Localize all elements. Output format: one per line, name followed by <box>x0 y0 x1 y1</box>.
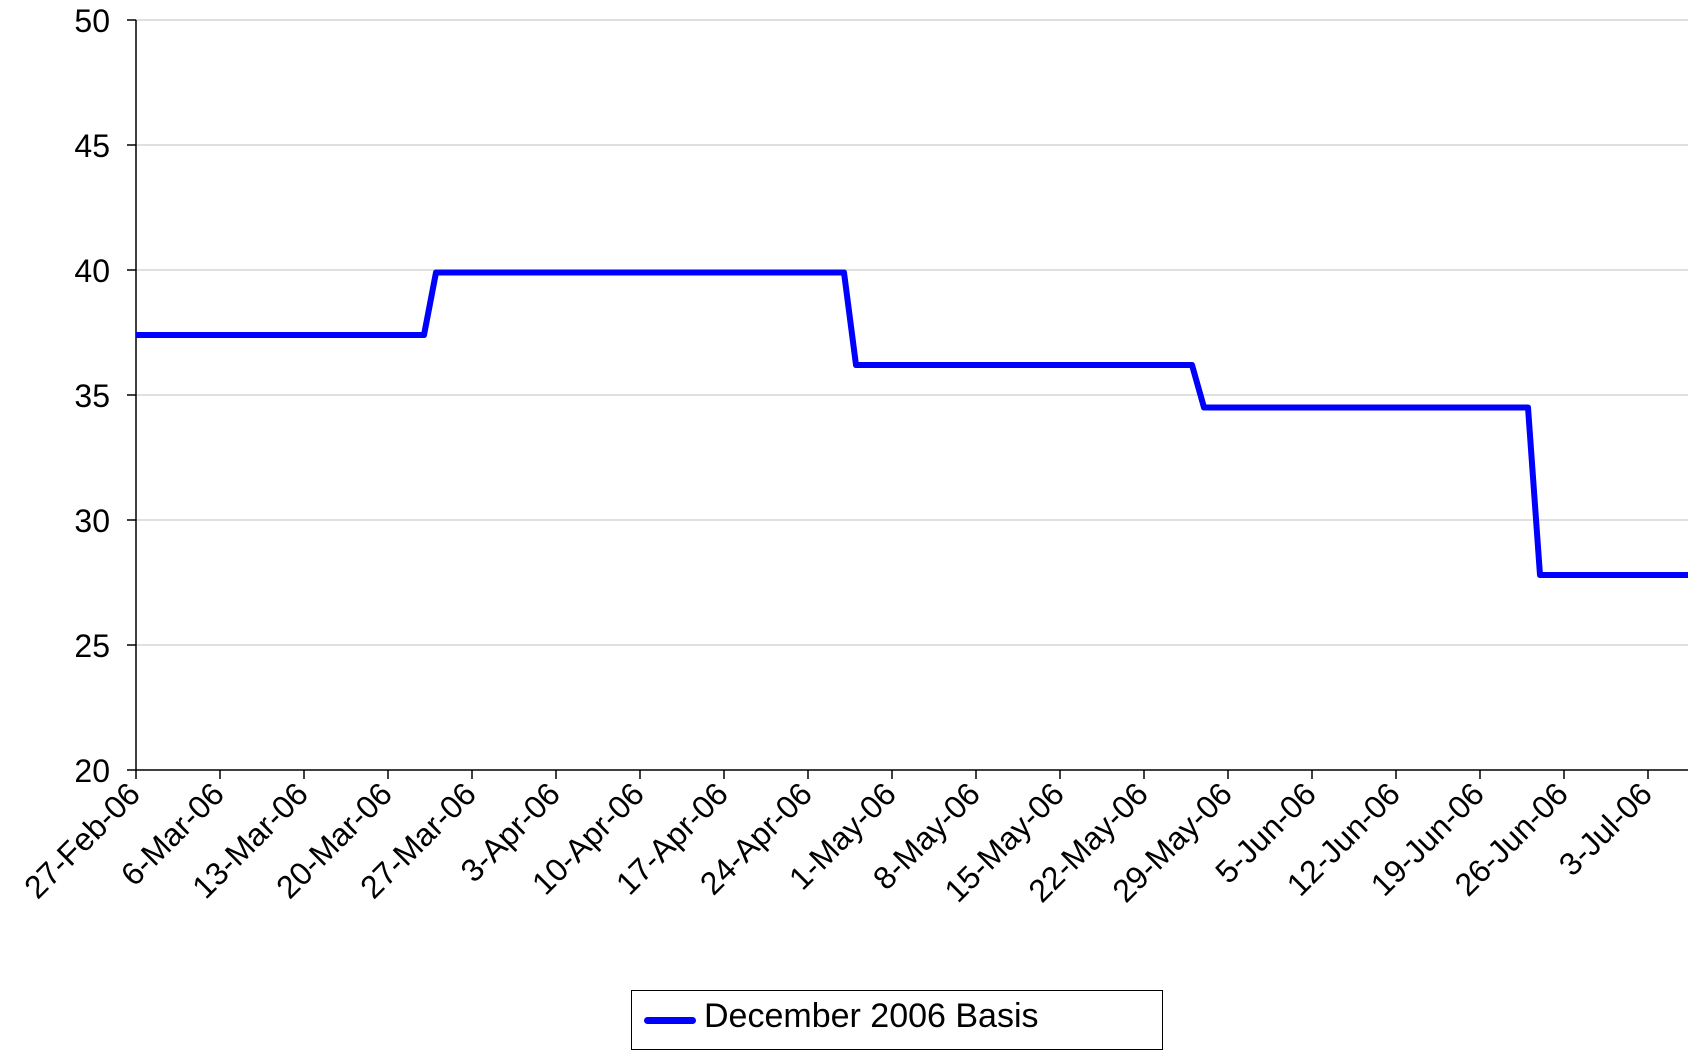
legend-swatch <box>644 1017 696 1024</box>
y-tick-label: 45 <box>74 128 110 164</box>
y-tick-label: 40 <box>74 253 110 289</box>
y-tick-label: 50 <box>74 3 110 39</box>
series-line <box>136 273 1688 576</box>
series-layer <box>136 272 1688 575</box>
x-tick-label: 3-Jul-06 <box>1552 775 1659 882</box>
x-tick-label: 27-Feb-06 <box>17 775 147 905</box>
y-tick-label: 30 <box>74 503 110 539</box>
legend: December 2006 Basis <box>631 990 1163 1050</box>
y-tick-label: 25 <box>74 628 110 664</box>
axes <box>127 20 1688 779</box>
legend-label: December 2006 Basis <box>704 997 1039 1036</box>
x-tick-labels: 27-Feb-066-Mar-0613-Mar-0620-Mar-0627-Ma… <box>17 775 1659 909</box>
y-tick-label: 35 <box>74 378 110 414</box>
y-tick-label: 20 <box>74 753 110 789</box>
y-tick-labels: 20 25 30 35 40 45 50 <box>74 3 110 789</box>
